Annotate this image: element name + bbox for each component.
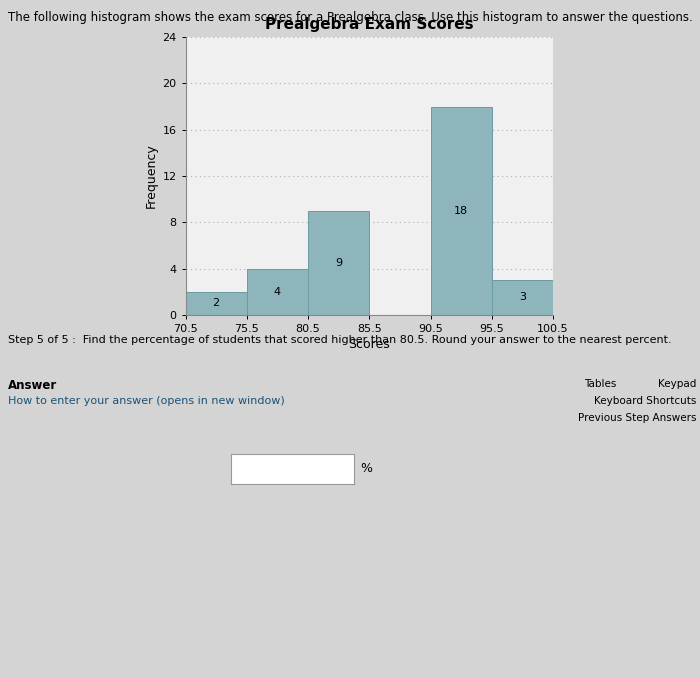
Text: 9: 9 (335, 258, 342, 268)
Text: Step 5 of 5 :  Find the percentage of students that scored higher than 80.5. Rou: Step 5 of 5 : Find the percentage of stu… (8, 335, 672, 345)
Text: 3: 3 (519, 292, 526, 303)
Bar (186, 292, 246, 315)
Text: Keyboard Shortcuts: Keyboard Shortcuts (594, 396, 696, 406)
Text: %: % (360, 462, 372, 475)
Text: Tables: Tables (584, 379, 616, 389)
Bar (246, 269, 308, 315)
X-axis label: Scores: Scores (349, 338, 390, 351)
Text: How to enter your answer (opens in new window): How to enter your answer (opens in new w… (8, 396, 285, 406)
Bar (430, 106, 491, 315)
Text: Previous Step Answers: Previous Step Answers (578, 413, 696, 423)
Text: The following histogram shows the exam scores for a Prealgebra class. Use this h: The following histogram shows the exam s… (8, 11, 693, 24)
Text: Answer: Answer (8, 379, 57, 392)
Title: Prealgebra Exam Scores: Prealgebra Exam Scores (265, 17, 474, 32)
Bar (491, 280, 553, 315)
Text: Keypad: Keypad (658, 379, 696, 389)
Text: 18: 18 (454, 206, 468, 216)
Text: 4: 4 (274, 286, 281, 297)
Bar (308, 211, 370, 315)
Text: 2: 2 (213, 299, 220, 308)
Y-axis label: Frequency: Frequency (145, 144, 158, 209)
